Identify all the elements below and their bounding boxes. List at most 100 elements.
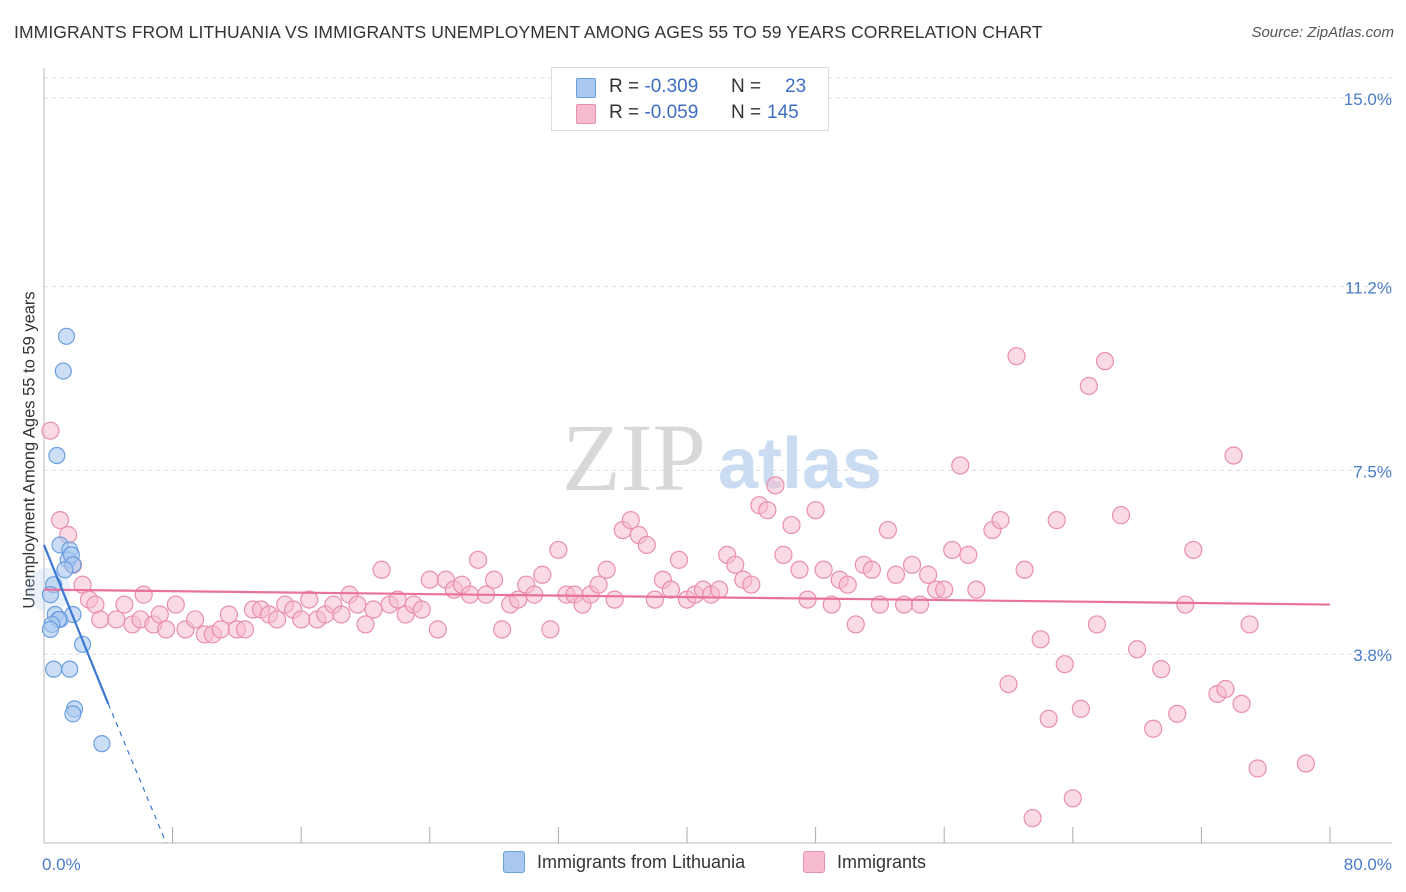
immigrants-point	[1216, 679, 1235, 699]
n-value: 23	[785, 76, 807, 97]
immigrants-point	[902, 555, 922, 574]
r-label: R =	[609, 76, 640, 97]
immigrants-points	[41, 347, 1315, 828]
stats-legend: R = -0.309 N = 23 R = -0.059 N = 145	[551, 67, 829, 131]
immigrants-point	[1031, 630, 1050, 649]
immigrants-point	[1176, 595, 1195, 614]
immigrants-point	[300, 590, 319, 609]
immigrants-point	[1127, 640, 1147, 659]
immigrants-point	[999, 674, 1018, 694]
immigrants-point	[428, 620, 447, 639]
n-text: N = 145	[731, 102, 799, 124]
immigrants-point	[605, 590, 624, 609]
immigrants-point	[166, 595, 185, 614]
immigrants-point	[1087, 615, 1107, 634]
tick-labels: 3.8% 7.5% 11.2% 15.0% 0.0% 80.0%	[42, 90, 1392, 874]
immigrants-point	[959, 545, 978, 564]
series-legend: Immigrants from Lithuania Immigrants	[0, 851, 1406, 879]
immigrants-point	[485, 570, 504, 589]
immigrants-point	[1047, 511, 1066, 530]
immigrants-point	[919, 565, 938, 584]
immigrants-point	[468, 550, 488, 569]
immigrants-point	[589, 575, 608, 594]
immigrants-point	[549, 540, 568, 560]
lithuania-point	[61, 660, 79, 678]
immigrants-point	[267, 610, 287, 629]
n-label: N =	[731, 76, 762, 97]
immigrants-point	[1248, 759, 1267, 778]
r-value: -0.059	[644, 102, 699, 123]
immigrants-point	[332, 605, 351, 624]
immigrants-legend-swatch	[803, 851, 825, 873]
immigrants-point	[1144, 719, 1163, 738]
immigrants-point	[1055, 655, 1074, 674]
legend-item-lithuania[interactable]: Immigrants from Lithuania	[503, 851, 745, 873]
chart-title: IMMIGRANTS FROM LITHUANIA VS IMMIGRANTS …	[14, 22, 1043, 42]
lithuania-point	[45, 660, 63, 678]
immigrants-point	[597, 560, 616, 579]
immigrants-point	[1079, 376, 1098, 396]
axes	[43, 68, 1392, 844]
immigrants-point	[134, 585, 153, 604]
immigrants-point	[951, 456, 970, 475]
immigrants-point	[107, 610, 126, 629]
lithuania-trend-line	[42, 544, 110, 705]
immigrants-point	[219, 605, 238, 624]
lithuania-point	[56, 561, 74, 579]
immigrants-point	[774, 545, 793, 564]
immigrants-point	[846, 615, 865, 634]
lithuania-point	[57, 327, 76, 345]
immigrants-trend-line	[43, 588, 1331, 606]
immigrants-point	[661, 580, 681, 599]
immigrants-point	[862, 560, 881, 579]
watermark-atlas: atlas	[718, 424, 882, 504]
n-value: 145	[767, 102, 799, 123]
immigrants-point	[621, 511, 640, 530]
immigrants-point	[1296, 754, 1315, 773]
immigrants-point	[1232, 694, 1251, 714]
immigrants-point	[292, 610, 311, 629]
r-text: R = -0.059	[609, 102, 698, 124]
immigrants-point	[50, 511, 70, 530]
r-text: R = -0.309	[609, 76, 698, 98]
immigrants-point	[541, 620, 560, 639]
x-tick-label: 80.0%	[1344, 855, 1392, 874]
lithuania-swatch	[576, 78, 596, 98]
lithuania-point	[64, 705, 82, 723]
immigrants-point	[878, 520, 898, 540]
immigrants-point	[372, 560, 391, 579]
immigrants-point	[235, 620, 255, 639]
immigrants-point	[910, 595, 930, 614]
immigrants-point	[742, 575, 761, 594]
immigrants-point	[991, 511, 1010, 530]
immigrants-point	[1168, 704, 1187, 723]
n-text: N = 23	[731, 76, 806, 98]
trend-lines	[42, 544, 1331, 844]
immigrants-point	[364, 600, 383, 619]
immigrants-point	[822, 595, 841, 614]
lithuania-point	[54, 362, 72, 380]
immigrants-point	[645, 590, 664, 609]
x-tick-label: 0.0%	[42, 855, 81, 874]
immigrants-swatch	[576, 104, 596, 124]
immigrants-point	[1184, 540, 1203, 560]
immigrants-point	[1071, 699, 1090, 718]
y-tick-label: 15.0%	[1344, 90, 1392, 109]
immigrants-point	[1039, 709, 1058, 728]
immigrants-point	[782, 515, 801, 535]
immigrants-point	[420, 570, 439, 589]
legend-item-immigrants[interactable]: Immigrants	[803, 851, 926, 873]
immigrants-point	[943, 540, 962, 560]
immigrants-point	[356, 615, 375, 634]
immigrants-point	[935, 580, 954, 599]
immigrants-point	[766, 476, 785, 495]
immigrants-point	[186, 610, 205, 629]
n-label: N =	[731, 102, 762, 123]
immigrants-point	[1111, 506, 1131, 525]
immigrants-point	[806, 501, 825, 520]
immigrants-point	[790, 560, 809, 579]
immigrants-point	[1063, 789, 1082, 808]
immigrants-point	[1007, 347, 1026, 366]
immigrants-point	[115, 595, 134, 614]
